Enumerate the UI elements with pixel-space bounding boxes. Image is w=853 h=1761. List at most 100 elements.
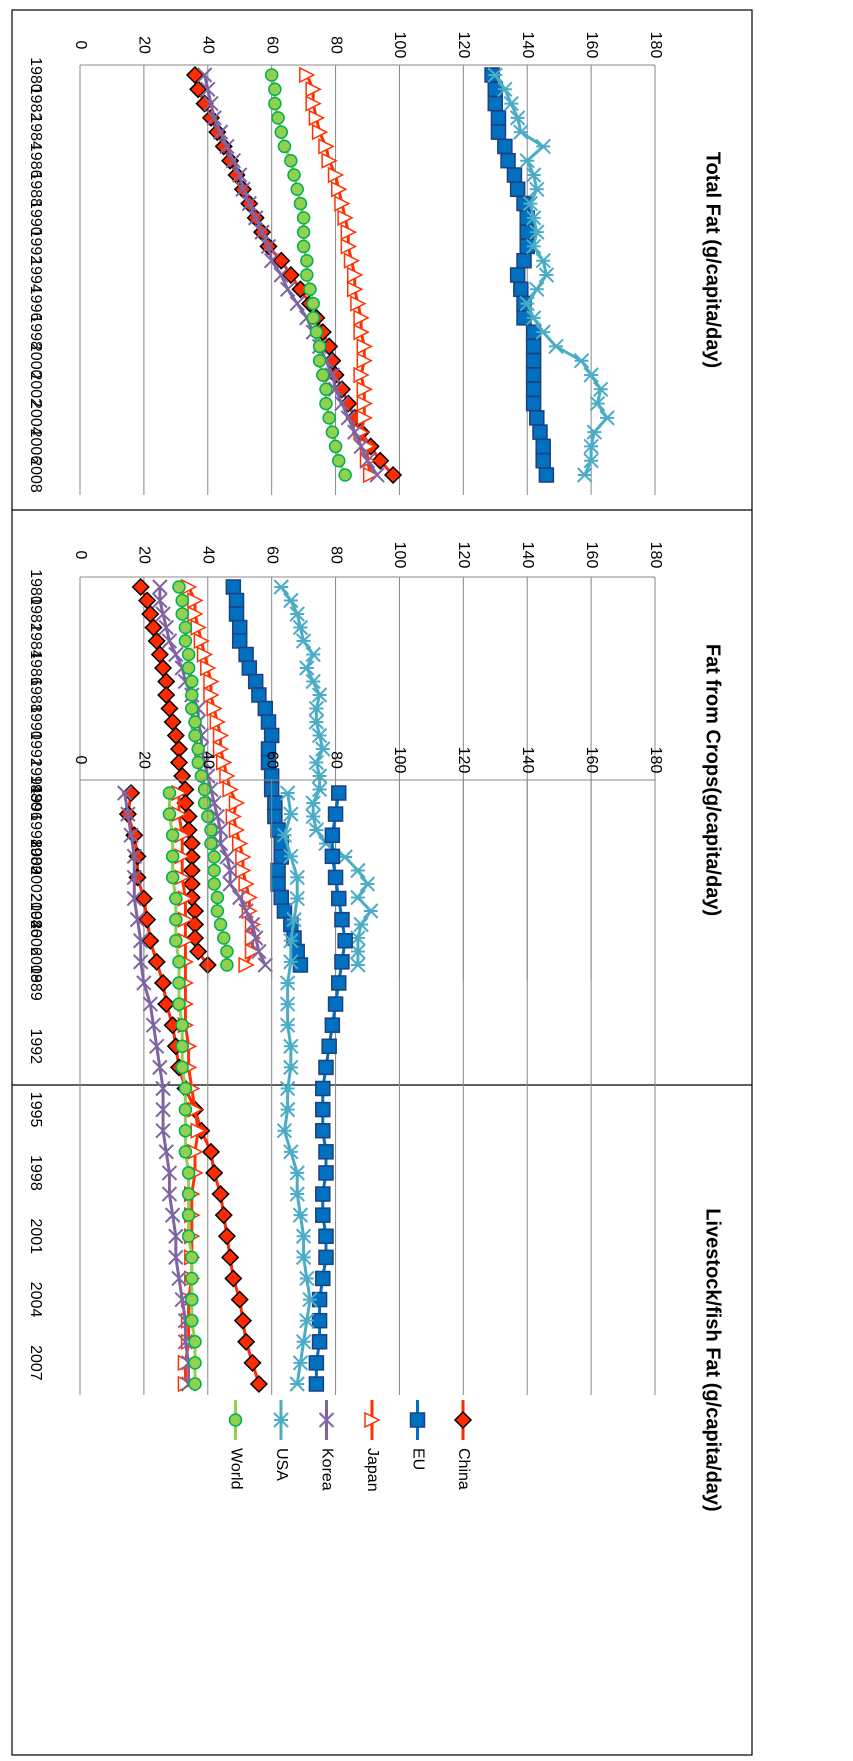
y-tick-label: 140 (519, 542, 536, 569)
plot-panel: Total Fat (g/capita/day) 0 20 40 60 80 100 120 1… (27, 32, 724, 495)
marker (157, 685, 176, 705)
marker (238, 903, 254, 919)
marker (509, 181, 526, 198)
marker (168, 1249, 184, 1266)
marker (311, 781, 328, 798)
marker (267, 808, 283, 825)
marker (155, 1080, 171, 1097)
marker (311, 768, 328, 784)
x-tick-label: 2008 (27, 947, 44, 983)
marker (228, 821, 246, 839)
marker (163, 712, 182, 732)
marker (185, 1271, 199, 1286)
marker (155, 606, 171, 622)
marker (251, 943, 267, 960)
marker (175, 593, 189, 608)
marker (126, 869, 143, 886)
marker (296, 225, 311, 239)
marker (519, 295, 535, 312)
marker (204, 836, 218, 851)
marker (244, 916, 261, 933)
marker (263, 727, 280, 744)
marker (136, 975, 152, 991)
x-tick-label: 2007 (27, 1345, 44, 1381)
marker (343, 252, 361, 269)
marker (181, 661, 196, 675)
marker (327, 381, 344, 397)
marker (171, 1270, 187, 1287)
marker (189, 942, 208, 961)
marker (185, 688, 199, 702)
marker (322, 411, 336, 425)
marker (279, 996, 296, 1012)
marker (319, 396, 333, 411)
x-tick-label: 1984 (27, 114, 44, 150)
marker (188, 1335, 202, 1349)
y-tick-label: 60 (263, 546, 280, 564)
marker (228, 606, 245, 622)
marker (311, 1312, 328, 1329)
marker (583, 367, 599, 383)
marker (185, 674, 199, 689)
marker (196, 646, 214, 663)
x-tick-label: 2004 (27, 1282, 44, 1318)
marker (340, 238, 358, 255)
marker (535, 452, 551, 469)
marker (599, 410, 615, 426)
marker (529, 281, 545, 297)
marker (283, 954, 299, 970)
marker (241, 660, 258, 676)
marker (525, 367, 542, 383)
marker (225, 808, 243, 825)
marker (350, 862, 366, 879)
marker (254, 224, 270, 240)
marker (311, 687, 328, 703)
y-tick-label: 180 (647, 32, 664, 59)
marker (350, 295, 367, 312)
marker (273, 267, 289, 283)
marker (525, 238, 542, 255)
marker (283, 1038, 299, 1054)
marker (257, 957, 273, 973)
x-tick-label: 2001 (27, 1218, 44, 1254)
marker (347, 424, 363, 440)
marker (292, 619, 309, 636)
marker (175, 1039, 189, 1054)
marker (181, 1187, 196, 1201)
marker (188, 715, 202, 729)
marker (318, 138, 335, 155)
y-tick-label: 60 (263, 36, 280, 54)
marker (586, 424, 603, 440)
marker (362, 903, 379, 919)
marker (327, 166, 345, 184)
marker (178, 1123, 193, 1138)
marker (519, 153, 535, 169)
legend-marker (364, 1411, 381, 1429)
x-tick-label: 1995 (27, 1092, 44, 1128)
x-tick-label: 1994 (27, 257, 44, 293)
marker (287, 168, 301, 182)
marker (165, 849, 180, 864)
marker (173, 766, 192, 786)
marker (163, 1016, 182, 1035)
marker (175, 1018, 189, 1032)
marker (188, 1356, 202, 1370)
marker (128, 868, 147, 887)
marker (312, 339, 327, 354)
x-tick-label: 1980 (27, 569, 44, 605)
marker (573, 353, 590, 369)
marker (529, 410, 545, 426)
marker (289, 1165, 305, 1181)
marker (324, 848, 341, 865)
marker (311, 123, 329, 141)
marker (185, 1313, 199, 1328)
marker (162, 786, 177, 800)
x-tick-label: 2000 (27, 839, 44, 875)
x-tick-label: 1988 (27, 677, 44, 713)
marker (148, 1038, 165, 1054)
marker (334, 195, 351, 212)
x-tick-label: 1986 (27, 902, 44, 938)
marker (178, 620, 193, 635)
marker (327, 869, 344, 886)
x-tick-label: 1989 (27, 965, 44, 1001)
